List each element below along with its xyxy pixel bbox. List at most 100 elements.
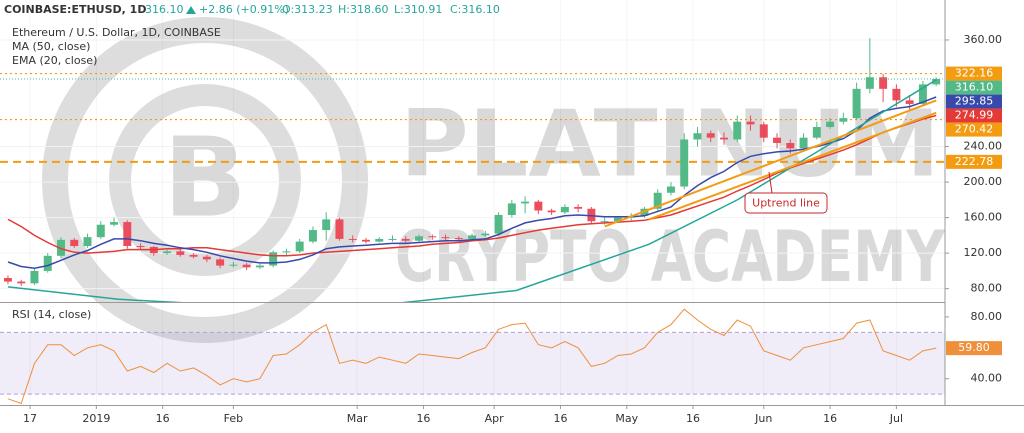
- ohlc: H:318.60: [338, 3, 388, 16]
- candle-body: [600, 221, 609, 223]
- y-tick-label: 40.00: [971, 372, 1003, 385]
- price-label-bg: [946, 341, 1002, 356]
- x-tick-label: Mar: [347, 412, 368, 425]
- candle-body: [773, 137, 782, 144]
- rsi-pane: [0, 303, 945, 405]
- candle-body: [706, 133, 715, 138]
- logo-ring: [109, 84, 301, 276]
- price-label-bg: [946, 122, 1002, 137]
- candle-body: [17, 281, 26, 284]
- up-arrow: [186, 6, 196, 14]
- candle-body: [176, 251, 185, 255]
- candle-body: [720, 137, 728, 140]
- candle-body: [481, 233, 490, 236]
- candle-body: [335, 219, 344, 239]
- price-label: 322.16: [955, 67, 994, 80]
- candle-body: [375, 238, 384, 242]
- candle-body: [799, 137, 808, 149]
- candle-body: [494, 214, 503, 234]
- candle-body: [892, 88, 901, 101]
- candle-body: [229, 264, 238, 266]
- candle-body: [865, 77, 874, 89]
- x-tick-label: 16: [156, 412, 170, 425]
- candle-body: [441, 237, 450, 239]
- price-label-bg: [946, 108, 1002, 123]
- price-label: 270.42: [955, 123, 994, 136]
- legend-entry: MA (50, close): [12, 40, 90, 53]
- candle-body: [43, 255, 52, 271]
- candle-body: [96, 224, 105, 238]
- x-tick-label: Feb: [224, 412, 243, 425]
- candle-body: [163, 251, 172, 254]
- candle-body: [401, 238, 410, 241]
- watermark-text: CRYPTO ACADEMY: [395, 216, 946, 298]
- candle-body: [918, 84, 927, 104]
- y-tick-label: 80.00: [971, 310, 1003, 323]
- price-label: 59.80: [958, 341, 990, 354]
- x-tick-label: 16: [686, 412, 700, 425]
- y-tick-label: 200.00: [964, 175, 1003, 188]
- candle-body: [839, 118, 848, 122]
- candle-body: [733, 121, 742, 140]
- indicator-line: [7, 79, 937, 302]
- legend-entry: EMA (20, close): [12, 54, 97, 67]
- candle-body: [216, 259, 225, 266]
- candle-body: [507, 203, 516, 215]
- candle-body: [574, 206, 583, 209]
- annotation-box: [744, 192, 828, 214]
- x-tick-label: Apr: [485, 412, 505, 425]
- candle-body: [879, 77, 888, 89]
- price-pane: [0, 0, 945, 302]
- candle-body: [415, 236, 423, 241]
- candle-body: [521, 201, 530, 204]
- x-tick-label: Jun: [754, 412, 772, 425]
- logo-letter: B: [163, 113, 247, 241]
- indicator-line: [7, 96, 937, 269]
- annotation-pointer: [768, 171, 773, 194]
- ohlc: L:310.91: [394, 3, 442, 16]
- rsi-title: RSI (14, close): [12, 308, 91, 321]
- annotation: Uptrend line: [752, 197, 820, 210]
- candle-body: [428, 236, 437, 238]
- candle-body: [666, 186, 675, 193]
- y-tick-label: 80.00: [971, 282, 1003, 295]
- rsi-band: [0, 332, 945, 395]
- candle-body: [70, 239, 79, 247]
- price-label: 222.78: [955, 155, 994, 168]
- candle-body: [361, 239, 370, 242]
- candle-body: [852, 88, 861, 119]
- x-tick-label: May: [615, 412, 638, 425]
- candle-body: [242, 264, 251, 268]
- x-tick-label: 16: [823, 412, 837, 425]
- symbol: COINBASE:ETHUSD, 1D: [4, 3, 146, 16]
- candle-body: [136, 246, 145, 248]
- x-tick-label: 16: [553, 412, 567, 425]
- candle-body: [348, 238, 357, 240]
- price-label-bg: [946, 80, 1002, 95]
- x-tick-label: 17: [23, 412, 37, 425]
- candle-body: [83, 237, 92, 247]
- candle-body: [746, 121, 755, 125]
- rsi-line: [7, 308, 937, 405]
- y-tick-label: 360.00: [964, 33, 1003, 46]
- price-label-bg: [946, 154, 1002, 169]
- candle-body: [587, 208, 596, 222]
- candle-body: [30, 270, 39, 284]
- candle-body: [269, 252, 278, 266]
- logo-ring: [42, 17, 368, 343]
- trend-line: [648, 111, 937, 221]
- candle-body: [468, 235, 477, 239]
- candle-body: [255, 265, 264, 268]
- price-label: 274.99: [955, 109, 994, 122]
- candle-body: [560, 206, 569, 213]
- candle-body: [759, 124, 768, 138]
- candle-body: [282, 251, 291, 253]
- candle-body: [202, 256, 211, 260]
- candle-body: [932, 78, 941, 85]
- ohlc: O:313.23: [282, 3, 333, 16]
- candle-body: [905, 100, 914, 104]
- candle-body: [322, 219, 331, 231]
- candle-body: [123, 222, 132, 247]
- y-tick-label: 160.00: [964, 211, 1003, 224]
